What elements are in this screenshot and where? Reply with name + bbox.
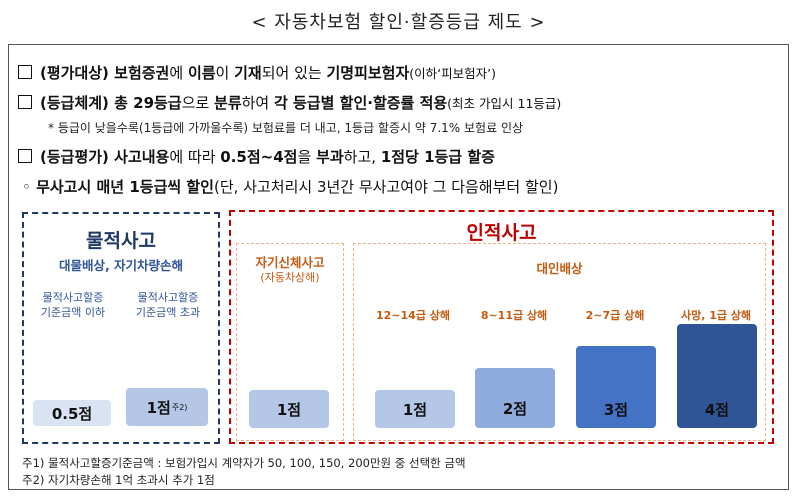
text-connector: 으로 bbox=[181, 94, 215, 112]
line-grade-system: (등급체계) 총 29등급으로 분류하여 각 등급별 할인·할증률 적용(최초 … bbox=[18, 92, 561, 113]
score-label: 0.5점 bbox=[51, 404, 93, 423]
bodily-liability-title: 대인배상 bbox=[536, 261, 583, 276]
personal-accident-title: 인적사고 bbox=[466, 222, 537, 244]
liability-score-bar-1: 1점 bbox=[375, 390, 455, 428]
score-label: 1점 bbox=[276, 400, 302, 419]
self-injury-box bbox=[236, 243, 344, 441]
text-connector: 하고, bbox=[343, 148, 381, 166]
label-line: 기준금액 초과 bbox=[135, 306, 201, 319]
label-line: 기준금액 이하 bbox=[40, 306, 106, 319]
self-injury-title: 자기신체사고 bbox=[255, 255, 325, 270]
text-connector: 을 bbox=[297, 148, 317, 166]
page-title: < 자동차보험 할인·할증등급 제도 > bbox=[251, 12, 546, 33]
checkbox-icon bbox=[18, 95, 32, 109]
self-injury-subtitle: (자동차상해) bbox=[260, 271, 320, 284]
footnote-1: 주1) 물적사고할증기준금액 : 보험가입시 계약자가 50, 100, 150… bbox=[22, 456, 466, 470]
checkbox-icon bbox=[18, 65, 32, 79]
footnote-marker: 주2) bbox=[171, 402, 188, 412]
grade-label-1: 12~14급 상해 bbox=[375, 309, 451, 322]
score-label: 1점 bbox=[146, 398, 171, 417]
label-evaluation-target: (평가대상) bbox=[40, 64, 109, 82]
text-insured-abbrev: (이하‘피보험자’) bbox=[409, 66, 496, 81]
text-connector: 에 따라 bbox=[169, 148, 221, 166]
line-no-accident: ◦ 무사고시 매년 1등급씩 할인(단, 사고처리시 3년간 무사고여야 그 다… bbox=[22, 176, 558, 197]
self-injury-score-bar: 1점 bbox=[249, 390, 329, 428]
bullet-icon: ◦ bbox=[22, 178, 31, 196]
material-accident-title: 물적사고 bbox=[86, 230, 156, 252]
text-accident-content: 사고내용 bbox=[108, 148, 170, 166]
checkbox-icon bbox=[18, 149, 32, 163]
text-connector: 하여 bbox=[241, 94, 274, 112]
score-label: 3점 bbox=[603, 400, 629, 419]
grade-label-4: 사망, 1급 상해 bbox=[680, 309, 752, 322]
label-grade-system: (등급체계) bbox=[40, 94, 109, 112]
material-col1-label: 물적사고할증 기준금액 이하 bbox=[30, 290, 116, 320]
liability-score-bar-2: 2점 bbox=[475, 368, 555, 428]
score-label: 1점 bbox=[402, 400, 428, 419]
label-line: 물적사고할증 bbox=[42, 291, 104, 304]
footnote-2: 주2) 자기차량손해 1억 초과시 추가 1점 bbox=[22, 473, 215, 487]
text-no-accident-discount: 무사고시 매년 1등급씩 할인 bbox=[30, 178, 214, 196]
text-initial-grade: (최초 가입시 11등급) bbox=[447, 96, 562, 111]
material-score-bar-2: 1점 주2) bbox=[126, 388, 208, 426]
material-accident-box bbox=[22, 212, 220, 444]
line-evaluation-target: (평가대상) 보험증권에 이름이 기재되어 있는 기명피보험자(이하‘피보험자’… bbox=[18, 62, 496, 83]
line-grade-evaluation: (등급평가) 사고내용에 따라 0.5점~4점을 부과하고, 1점당 1등급 할… bbox=[18, 146, 495, 167]
text-rate-applied: 각 등급별 할인·할증률 적용 bbox=[274, 94, 448, 112]
label-line: 물적사고할증 bbox=[137, 291, 199, 304]
liability-score-bar-4: 4점 bbox=[677, 324, 757, 428]
material-accident-subtitle: 대물배상, 자기차량손해 bbox=[58, 258, 184, 273]
text-impose: 부과 bbox=[316, 148, 344, 166]
material-score-bar-1: 0.5점 bbox=[33, 400, 111, 426]
grade-label-3: 2~7급 상해 bbox=[585, 309, 645, 322]
personal-accident-box bbox=[229, 210, 774, 444]
score-label: 4점 bbox=[704, 400, 730, 419]
material-col2-label: 물적사고할증 기준금액 초과 bbox=[124, 290, 212, 320]
text-point-range: 0.5점~4점 bbox=[220, 148, 298, 166]
text-name: 이름 bbox=[187, 64, 216, 82]
text-no-accident-condition: (단, 사고처리시 3년간 무사고여야 그 다음해부터 할인) bbox=[214, 178, 559, 196]
text-recorded: 기재 bbox=[234, 64, 262, 82]
text-classify: 분류 bbox=[214, 94, 242, 112]
text-policy: 보험증권 bbox=[108, 64, 170, 82]
label-grade-evaluation: (등급평가) bbox=[40, 148, 109, 166]
score-label: 2점 bbox=[502, 399, 528, 418]
bodily-liability-box bbox=[353, 243, 766, 441]
text-29-grades: 총 29등급 bbox=[108, 94, 182, 112]
text-named-insured: 기명피보험자 bbox=[326, 64, 410, 82]
grade-note: * 등급이 낮을수록(1등급에 가까울수록) 보험료를 더 내고, 1등급 할증… bbox=[48, 121, 524, 135]
content-frame bbox=[8, 44, 789, 490]
text-connector: 이 bbox=[215, 64, 235, 82]
text-surcharge-rule: 1점당 1등급 할증 bbox=[380, 148, 495, 166]
text-connector: 에 bbox=[169, 64, 188, 82]
liability-score-bar-3: 3점 bbox=[576, 346, 656, 428]
grade-label-2: 8~11급 상해 bbox=[480, 309, 548, 322]
text-connector: 되어 있는 bbox=[261, 64, 327, 82]
